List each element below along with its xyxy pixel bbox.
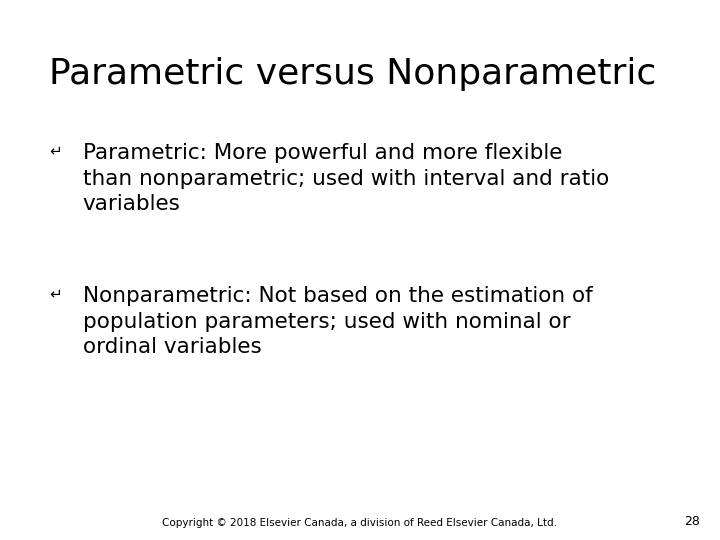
Text: Nonparametric: Not based on the estimation of
population parameters; used with n: Nonparametric: Not based on the estimati… bbox=[83, 286, 593, 357]
Text: ↵: ↵ bbox=[49, 143, 62, 158]
Text: 28: 28 bbox=[684, 515, 700, 528]
Text: Parametric versus Nonparametric: Parametric versus Nonparametric bbox=[49, 57, 656, 91]
Text: ↵: ↵ bbox=[49, 286, 62, 301]
Text: Copyright © 2018 Elsevier Canada, a division of Reed Elsevier Canada, Ltd.: Copyright © 2018 Elsevier Canada, a divi… bbox=[163, 518, 557, 528]
Text: Parametric: More powerful and more flexible
than nonparametric; used with interv: Parametric: More powerful and more flexi… bbox=[83, 143, 609, 214]
